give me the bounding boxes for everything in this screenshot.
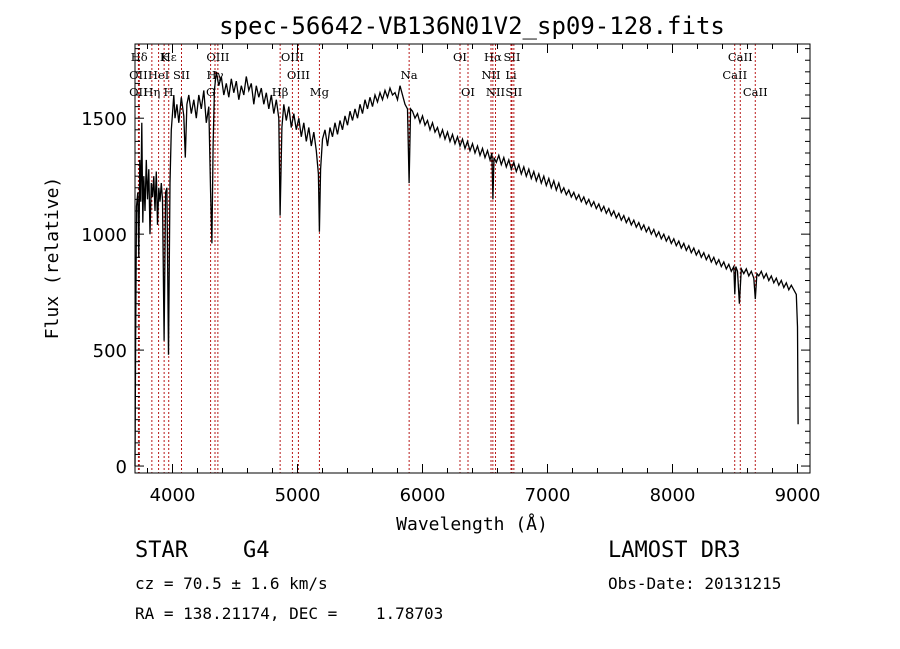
line-label: OIII (206, 50, 229, 64)
x-tick-label: 9000 (775, 485, 821, 506)
observation-date: Obs-Date: 20131215 (608, 574, 782, 593)
line-label: Hβ (272, 85, 289, 99)
line-label: CaII (743, 85, 768, 99)
line-label: NII (481, 68, 500, 82)
line-label: Hη (143, 85, 160, 99)
redshift-value: cz = 70.5 ± 1.6 km/s (135, 574, 328, 593)
line-label: NII (486, 85, 505, 99)
spectrum-line (134, 71, 799, 467)
line-label: SII (173, 68, 190, 82)
y-tick-label: 500 (93, 341, 127, 362)
line-label: SII (504, 50, 521, 64)
line-label: CaII (722, 68, 747, 82)
line-label: OII (129, 68, 148, 82)
line-label: Hε (161, 50, 177, 64)
y-axis-label: Flux (relative) (42, 177, 63, 340)
x-tick-label: 5000 (275, 485, 321, 506)
coordinates: RA = 138.21174, DEC = 1.78703 (135, 604, 444, 623)
line-label: OI (461, 85, 475, 99)
y-tick-label: 0 (116, 457, 127, 478)
x-tick-label: 4000 (150, 485, 196, 506)
line-label: G (206, 85, 215, 99)
y-tick-label: 1500 (81, 109, 127, 130)
chart-title: spec-56642-VB136N01V2_sp09-128.fits (219, 12, 725, 40)
survey-name: LAMOST DR3 (608, 538, 741, 563)
line-label: Na (401, 68, 418, 82)
line-label: OIII (287, 68, 310, 82)
line-label: SII (505, 85, 522, 99)
line-label: HeI (148, 68, 169, 82)
line-label: Hδ (131, 50, 148, 64)
object-subclass: G4 (243, 538, 270, 563)
line-label: OII (129, 85, 148, 99)
line-label: CaII (728, 50, 753, 64)
line-label: OI (453, 50, 467, 64)
line-label: Hγ (207, 68, 224, 82)
axis-ticks: 4000 5000 6000 7000 8000 9000 0 500 1000 1500 (81, 44, 820, 506)
line-label: K (160, 50, 169, 64)
x-tick-label: 6000 (400, 485, 446, 506)
y-tick-label: 1000 (81, 225, 127, 246)
plot-frame (134, 43, 811, 474)
line-label: Li (505, 68, 517, 82)
x-axis-label: Wavelength (Å) (396, 513, 548, 535)
line-label: OIII (281, 50, 304, 64)
x-tick-label: 7000 (525, 485, 571, 506)
x-tick-label: 8000 (650, 485, 696, 506)
object-class: STAR (135, 538, 188, 563)
line-label: H (163, 85, 173, 99)
line-label: Mg (310, 85, 330, 99)
line-label: Hα (484, 50, 502, 64)
